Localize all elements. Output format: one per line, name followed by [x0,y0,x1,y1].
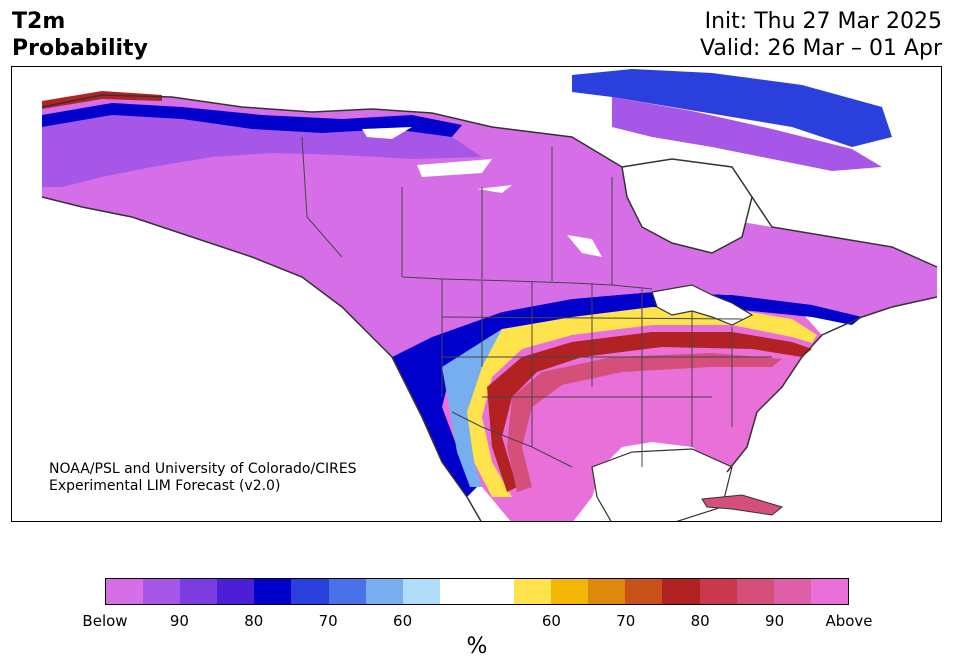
colorbar-tick-label: 90 [169,612,189,630]
arctic-islands [572,69,892,147]
coastlines [41,94,938,521]
transition-band-red [487,332,812,492]
great-lakes [651,284,754,326]
colorbar [105,578,849,605]
valid-range: Valid: 26 Mar – 01 Apr [700,36,942,61]
colorbar-segment [402,579,440,604]
gulf-of-mexico [591,448,733,521]
land-below-region [42,95,937,357]
title-line-1: T2m [12,9,66,34]
blue-band [392,292,862,497]
cuba [701,494,784,516]
colorbar-segment [773,579,811,604]
colorbar-tick-label: 80 [244,612,264,630]
north-blue-band [42,103,462,137]
colorbar-segment [551,579,589,604]
colorbar-tick-label: 70 [616,612,636,630]
colorbar-segment [625,579,663,604]
colorbar-segment [180,579,218,604]
title-line-2: Probability [12,36,148,61]
credit-line-1: NOAA/PSL and University of Colorado/CIRE… [49,461,357,477]
probability-map [11,66,942,522]
transition-band-yellow [452,307,817,497]
light-blue-band [442,329,502,487]
colorbar-tick-label: Below [82,612,128,630]
transition-band-pinkred [507,353,782,492]
colorbar-segment [736,579,774,604]
map-title: T2m Probability [12,8,148,62]
colorbar-tick-label: 70 [318,612,338,630]
colorbar-tick-label: 80 [690,612,710,630]
colorbar-segment [810,579,848,604]
map-canvas [41,69,938,521]
forecast-credit: NOAA/PSL and University of Colorado/CIRE… [49,461,357,495]
colorbar-segment [143,579,181,604]
credit-line-2: Experimental LIM Forecast (v2.0) [49,478,281,494]
colorbar-segment [254,579,292,604]
colorbar-unit: % [466,634,488,659]
colorbar-tick-label: 60 [393,612,413,630]
lake-shapes [362,127,602,257]
forecast-dates: Init: Thu 27 Mar 2025 Valid: 26 Mar – 01… [700,8,942,62]
colorbar-segment [662,579,700,604]
colorbar-tick-label: 90 [765,612,785,630]
arctic-islands-purple [612,97,882,171]
colorbar-segment [291,579,329,604]
colorbar-tick-label: Above [825,612,873,630]
political-borders [301,136,772,468]
hudson-bay [621,158,753,254]
colorbar-segment [476,579,515,604]
colorbar-segment [588,579,626,604]
colorbar-segment [217,579,255,604]
colorbar-segment [699,579,737,604]
colorbar-segment [365,579,403,604]
init-date: Init: Thu 27 Mar 2025 [704,9,942,34]
colorbar-segment [328,579,366,604]
colorbar-segment [106,579,144,604]
colorbar-segment [439,579,477,604]
colorbar-tick-label: 60 [541,612,561,630]
colorbar-segment [514,579,552,604]
